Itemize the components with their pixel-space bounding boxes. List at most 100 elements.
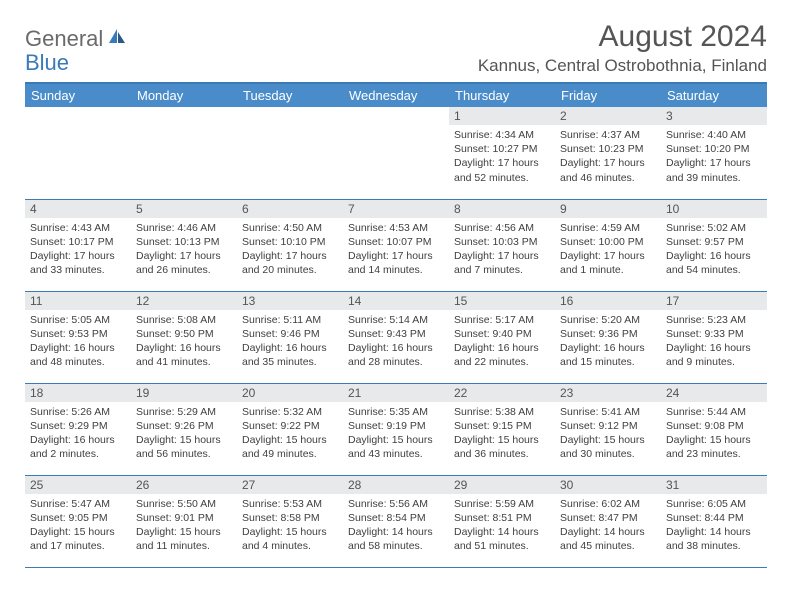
day-number: 10 (661, 200, 767, 218)
day-number: 12 (131, 292, 237, 310)
calendar-day-cell: 20Sunrise: 5:32 AMSunset: 9:22 PMDayligh… (237, 383, 343, 475)
day-number: 14 (343, 292, 449, 310)
day-number: 1 (449, 107, 555, 125)
calendar-day-cell: 13Sunrise: 5:11 AMSunset: 9:46 PMDayligh… (237, 291, 343, 383)
day-number: 5 (131, 200, 237, 218)
day-number: 4 (25, 200, 131, 218)
day-body: Sunrise: 5:53 AMSunset: 8:58 PMDaylight:… (237, 494, 343, 557)
day-number: 29 (449, 476, 555, 494)
day-body: Sunrise: 5:41 AMSunset: 9:12 PMDaylight:… (555, 402, 661, 465)
day-body: Sunrise: 5:05 AMSunset: 9:53 PMDaylight:… (25, 310, 131, 373)
weekday-header: Wednesday (343, 83, 449, 107)
weekday-header: Tuesday (237, 83, 343, 107)
calendar-day-cell: 25Sunrise: 5:47 AMSunset: 9:05 PMDayligh… (25, 475, 131, 567)
calendar-day-cell: 15Sunrise: 5:17 AMSunset: 9:40 PMDayligh… (449, 291, 555, 383)
calendar-day-cell: 1Sunrise: 4:34 AMSunset: 10:27 PMDayligh… (449, 107, 555, 199)
day-number: 25 (25, 476, 131, 494)
calendar-day-cell: 5Sunrise: 4:46 AMSunset: 10:13 PMDayligh… (131, 199, 237, 291)
day-body: Sunrise: 5:11 AMSunset: 9:46 PMDaylight:… (237, 310, 343, 373)
calendar-day-cell: 31Sunrise: 6:05 AMSunset: 8:44 PMDayligh… (661, 475, 767, 567)
day-body: Sunrise: 4:43 AMSunset: 10:17 PMDaylight… (25, 218, 131, 281)
weekday-header: Thursday (449, 83, 555, 107)
day-body: Sunrise: 4:46 AMSunset: 10:13 PMDaylight… (131, 218, 237, 281)
day-body: Sunrise: 5:23 AMSunset: 9:33 PMDaylight:… (661, 310, 767, 373)
day-body: Sunrise: 5:29 AMSunset: 9:26 PMDaylight:… (131, 402, 237, 465)
day-body: Sunrise: 5:38 AMSunset: 9:15 PMDaylight:… (449, 402, 555, 465)
calendar-day-cell: 29Sunrise: 5:59 AMSunset: 8:51 PMDayligh… (449, 475, 555, 567)
day-number: 26 (131, 476, 237, 494)
weekday-header: Saturday (661, 83, 767, 107)
calendar-day-cell: 24Sunrise: 5:44 AMSunset: 9:08 PMDayligh… (661, 383, 767, 475)
calendar-day-cell: 6Sunrise: 4:50 AMSunset: 10:10 PMDayligh… (237, 199, 343, 291)
day-number: 30 (555, 476, 661, 494)
logo-sail-icon (107, 27, 127, 50)
day-body: Sunrise: 4:37 AMSunset: 10:23 PMDaylight… (555, 125, 661, 188)
calendar-day-cell: 9Sunrise: 4:59 AMSunset: 10:00 PMDayligh… (555, 199, 661, 291)
calendar-day-cell: 30Sunrise: 6:02 AMSunset: 8:47 PMDayligh… (555, 475, 661, 567)
header: General August 2024 Kannus, Central Ostr… (25, 20, 767, 76)
day-number: 9 (555, 200, 661, 218)
day-body: Sunrise: 4:53 AMSunset: 10:07 PMDaylight… (343, 218, 449, 281)
calendar-day-cell: 19Sunrise: 5:29 AMSunset: 9:26 PMDayligh… (131, 383, 237, 475)
day-number: 23 (555, 384, 661, 402)
calendar-day-cell: 7Sunrise: 4:53 AMSunset: 10:07 PMDayligh… (343, 199, 449, 291)
weekday-header: Monday (131, 83, 237, 107)
calendar-day-cell (131, 107, 237, 199)
calendar-week-row: 1Sunrise: 4:34 AMSunset: 10:27 PMDayligh… (25, 107, 767, 199)
day-body: Sunrise: 4:56 AMSunset: 10:03 PMDaylight… (449, 218, 555, 281)
calendar-day-cell: 21Sunrise: 5:35 AMSunset: 9:19 PMDayligh… (343, 383, 449, 475)
day-number: 3 (661, 107, 767, 125)
calendar-week-row: 18Sunrise: 5:26 AMSunset: 9:29 PMDayligh… (25, 383, 767, 475)
day-number: 17 (661, 292, 767, 310)
day-number: 31 (661, 476, 767, 494)
day-body: Sunrise: 4:59 AMSunset: 10:00 PMDaylight… (555, 218, 661, 281)
calendar-day-cell: 26Sunrise: 5:50 AMSunset: 9:01 PMDayligh… (131, 475, 237, 567)
calendar-day-cell: 28Sunrise: 5:56 AMSunset: 8:54 PMDayligh… (343, 475, 449, 567)
day-number: 13 (237, 292, 343, 310)
day-number: 16 (555, 292, 661, 310)
day-number: 22 (449, 384, 555, 402)
page-title: August 2024 (478, 20, 767, 54)
calendar-day-cell: 22Sunrise: 5:38 AMSunset: 9:15 PMDayligh… (449, 383, 555, 475)
day-body: Sunrise: 5:50 AMSunset: 9:01 PMDaylight:… (131, 494, 237, 557)
day-body: Sunrise: 5:47 AMSunset: 9:05 PMDaylight:… (25, 494, 131, 557)
day-number: 28 (343, 476, 449, 494)
logo: General (25, 26, 129, 52)
logo-text-blue: Blue (25, 50, 69, 75)
day-body: Sunrise: 5:35 AMSunset: 9:19 PMDaylight:… (343, 402, 449, 465)
day-body: Sunrise: 5:02 AMSunset: 9:57 PMDaylight:… (661, 218, 767, 281)
calendar-day-cell (237, 107, 343, 199)
day-number: 2 (555, 107, 661, 125)
calendar-day-cell (25, 107, 131, 199)
location-subtitle: Kannus, Central Ostrobothnia, Finland (478, 56, 767, 76)
calendar-table: SundayMondayTuesdayWednesdayThursdayFrid… (25, 82, 767, 568)
calendar-day-cell: 16Sunrise: 5:20 AMSunset: 9:36 PMDayligh… (555, 291, 661, 383)
weekday-header: Sunday (25, 83, 131, 107)
calendar-day-cell: 4Sunrise: 4:43 AMSunset: 10:17 PMDayligh… (25, 199, 131, 291)
day-body: Sunrise: 5:32 AMSunset: 9:22 PMDaylight:… (237, 402, 343, 465)
day-body: Sunrise: 4:34 AMSunset: 10:27 PMDaylight… (449, 125, 555, 188)
calendar-day-cell: 12Sunrise: 5:08 AMSunset: 9:50 PMDayligh… (131, 291, 237, 383)
logo-text-general: General (25, 26, 103, 52)
day-body: Sunrise: 5:59 AMSunset: 8:51 PMDaylight:… (449, 494, 555, 557)
day-body: Sunrise: 5:56 AMSunset: 8:54 PMDaylight:… (343, 494, 449, 557)
day-number: 6 (237, 200, 343, 218)
calendar-week-row: 11Sunrise: 5:05 AMSunset: 9:53 PMDayligh… (25, 291, 767, 383)
calendar-day-cell: 11Sunrise: 5:05 AMSunset: 9:53 PMDayligh… (25, 291, 131, 383)
day-number: 19 (131, 384, 237, 402)
day-number: 7 (343, 200, 449, 218)
calendar-day-cell: 2Sunrise: 4:37 AMSunset: 10:23 PMDayligh… (555, 107, 661, 199)
weekday-header: Friday (555, 83, 661, 107)
calendar-day-cell: 14Sunrise: 5:14 AMSunset: 9:43 PMDayligh… (343, 291, 449, 383)
day-number: 27 (237, 476, 343, 494)
day-number: 24 (661, 384, 767, 402)
day-body: Sunrise: 5:08 AMSunset: 9:50 PMDaylight:… (131, 310, 237, 373)
day-body: Sunrise: 6:05 AMSunset: 8:44 PMDaylight:… (661, 494, 767, 557)
calendar-day-cell (343, 107, 449, 199)
day-body: Sunrise: 5:14 AMSunset: 9:43 PMDaylight:… (343, 310, 449, 373)
day-number: 21 (343, 384, 449, 402)
day-body: Sunrise: 5:44 AMSunset: 9:08 PMDaylight:… (661, 402, 767, 465)
calendar-day-cell: 18Sunrise: 5:26 AMSunset: 9:29 PMDayligh… (25, 383, 131, 475)
day-number: 8 (449, 200, 555, 218)
calendar-week-row: 4Sunrise: 4:43 AMSunset: 10:17 PMDayligh… (25, 199, 767, 291)
